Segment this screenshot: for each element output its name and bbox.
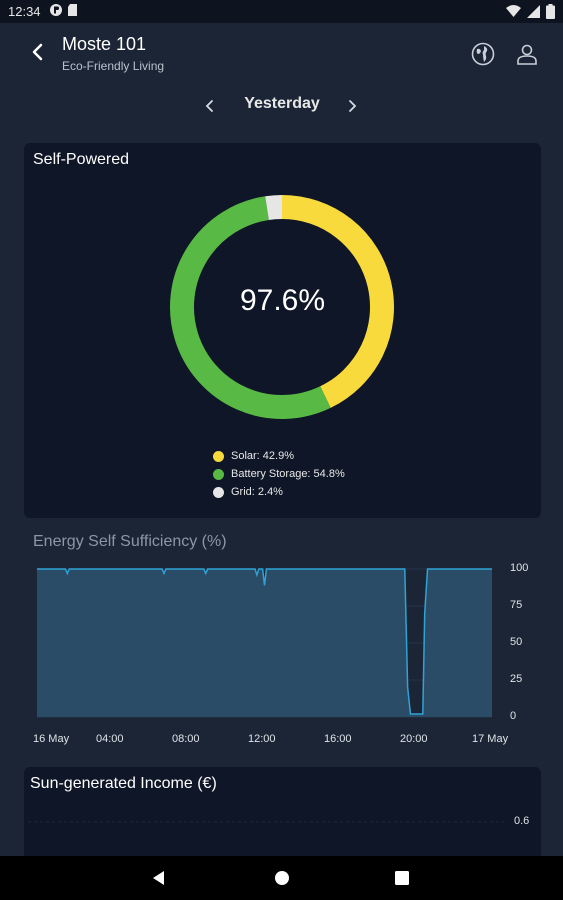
legend-dot: [213, 450, 224, 462]
x-tick-label: 04:00: [96, 733, 124, 745]
self-powered-card: Self-Powered 97.6% Solar: 42.9% Battery …: [24, 143, 541, 518]
legend-dot: [213, 486, 224, 498]
sun-income-gridlines: [28, 821, 504, 823]
nav-home-icon[interactable]: [273, 869, 291, 892]
x-tick-label: 17 May: [472, 733, 509, 745]
donut-slice-grid: [265, 195, 283, 221]
legend-item-battery: Battery Storage: 54.8%: [213, 465, 345, 483]
self-sufficiency-chart-title: Energy Self Sufficiency (%): [33, 533, 227, 550]
app-bar: Moste 101 Eco-Friendly Living: [0, 23, 563, 83]
y-tick-label: 25: [510, 673, 523, 685]
legend-label: Grid: 2.4%: [231, 486, 283, 498]
x-tick-label: 16 May: [33, 733, 70, 745]
self-sufficiency-chart: [37, 568, 492, 718]
user-profile-icon[interactable]: [515, 42, 539, 66]
wifi-icon: [506, 5, 521, 21]
previous-day-chevron-icon[interactable]: [202, 96, 218, 116]
x-tick-label: 16:00: [324, 733, 352, 745]
self-powered-percentage: 97.6%: [239, 284, 326, 317]
donut-slice-solar: [281, 195, 394, 408]
battery-icon: [546, 4, 555, 22]
globe-icon[interactable]: [471, 42, 495, 66]
self-powered-title: Self-Powered: [33, 151, 130, 168]
y-tick-label: 0: [510, 710, 517, 722]
status-bar: 12:34: [0, 0, 563, 23]
legend-item-solar: Solar: 42.9%: [213, 447, 345, 465]
self-sufficiency-line: [37, 568, 492, 715]
sim-card-icon: [67, 3, 79, 20]
legend-dot: [213, 468, 224, 480]
legend-label: Solar: 42.9%: [231, 450, 294, 462]
x-tick-label: 08:00: [172, 733, 200, 745]
sun-income-title: Sun-generated Income (€): [30, 775, 217, 792]
x-tick-label: 12:00: [248, 733, 276, 745]
date-label: Yesterday: [244, 95, 320, 112]
legend-label: Battery Storage: 54.8%: [231, 468, 345, 480]
self-powered-donut-chart: [170, 195, 394, 419]
signal-icon: [527, 5, 540, 21]
site-subtitle: Eco-Friendly Living: [62, 59, 165, 73]
self-powered-legend: Solar: 42.9% Battery Storage: 54.8% Grid…: [213, 447, 345, 501]
app-notification-icon: [49, 3, 63, 20]
next-day-chevron-icon[interactable]: [344, 96, 360, 116]
y-tick-label: 75: [510, 599, 523, 611]
y-tick-label: 100: [510, 562, 529, 574]
nav-back-icon[interactable]: [150, 869, 168, 892]
site-title: Moste 101: [62, 34, 147, 54]
legend-item-grid: Grid: 2.4%: [213, 483, 345, 501]
system-navigation-bar: [0, 856, 563, 900]
donut-slice-battery: [170, 196, 331, 419]
x-tick-label: 20:00: [400, 733, 428, 745]
y-tick-label: 50: [510, 636, 523, 648]
self-sufficiency-area: [37, 569, 492, 717]
nav-recents-icon[interactable]: [394, 870, 410, 891]
date-navigator: Yesterday: [0, 92, 563, 120]
back-arrow-icon[interactable]: [28, 40, 48, 64]
status-time: 12:34: [8, 4, 41, 19]
y-tick-label: 0.6: [514, 815, 530, 827]
